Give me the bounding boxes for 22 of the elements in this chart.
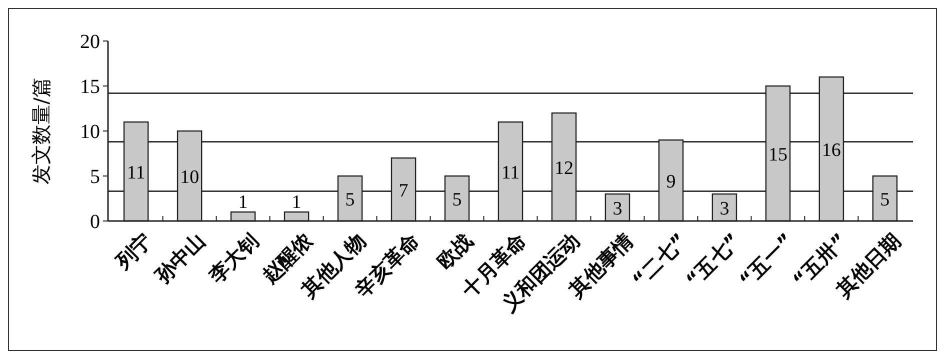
data-label: 12 bbox=[554, 158, 574, 179]
x-tick-label: 欧战 bbox=[432, 228, 478, 274]
data-label: 5 bbox=[452, 190, 462, 210]
y-tick-label: 15 bbox=[80, 76, 100, 98]
data-label: 11 bbox=[126, 162, 146, 184]
data-label: 5 bbox=[345, 190, 355, 210]
data-label: 11 bbox=[501, 162, 520, 184]
data-label: 7 bbox=[398, 180, 408, 202]
data-label: 5 bbox=[880, 190, 890, 210]
data-label: 15 bbox=[768, 144, 788, 166]
y-tick-label: 0 bbox=[90, 211, 100, 233]
data-label: 3 bbox=[612, 198, 622, 220]
data-label: 3 bbox=[720, 198, 730, 220]
y-tick-label: 10 bbox=[80, 121, 100, 143]
data-label: 10 bbox=[180, 167, 200, 188]
y-tick-label: 20 bbox=[80, 31, 100, 53]
data-label: 9 bbox=[666, 172, 676, 192]
data-label: 16 bbox=[822, 140, 841, 161]
y-axis-title: 发文数量/篇 bbox=[29, 78, 53, 184]
data-label: 1 bbox=[292, 192, 302, 213]
data-label: 1 bbox=[238, 192, 248, 213]
y-tick-label: 5 bbox=[90, 166, 100, 188]
